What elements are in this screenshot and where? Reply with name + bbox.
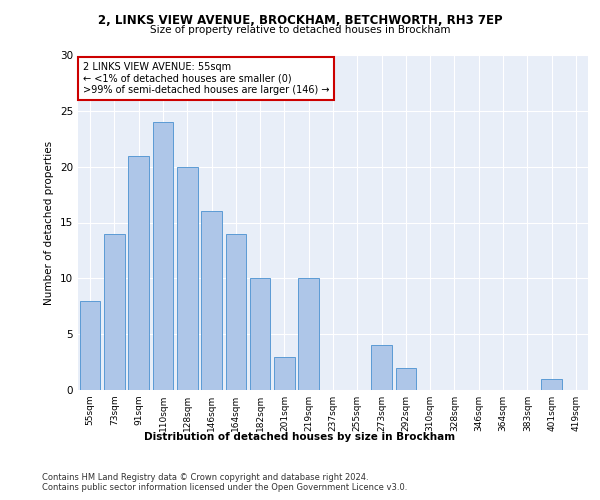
Bar	[371, 346, 392, 390]
Text: Contains public sector information licensed under the Open Government Licence v3: Contains public sector information licen…	[42, 484, 407, 492]
Bar	[128, 156, 149, 390]
Text: 2, LINKS VIEW AVENUE, BROCKHAM, BETCHWORTH, RH3 7EP: 2, LINKS VIEW AVENUE, BROCKHAM, BETCHWOR…	[98, 14, 502, 27]
Bar	[250, 278, 271, 390]
Bar	[541, 379, 562, 390]
Bar	[201, 212, 222, 390]
Text: Distribution of detached houses by size in Brockham: Distribution of detached houses by size …	[145, 432, 455, 442]
Bar	[274, 356, 295, 390]
Bar	[152, 122, 173, 390]
Bar	[80, 300, 100, 390]
Bar	[226, 234, 246, 390]
Text: Size of property relative to detached houses in Brockham: Size of property relative to detached ho…	[150, 25, 450, 35]
Bar	[395, 368, 416, 390]
Y-axis label: Number of detached properties: Number of detached properties	[44, 140, 55, 304]
Bar	[177, 166, 197, 390]
Bar	[298, 278, 319, 390]
Text: 2 LINKS VIEW AVENUE: 55sqm
← <1% of detached houses are smaller (0)
>99% of semi: 2 LINKS VIEW AVENUE: 55sqm ← <1% of deta…	[83, 62, 329, 95]
Text: Contains HM Land Registry data © Crown copyright and database right 2024.: Contains HM Land Registry data © Crown c…	[42, 472, 368, 482]
Bar	[104, 234, 125, 390]
